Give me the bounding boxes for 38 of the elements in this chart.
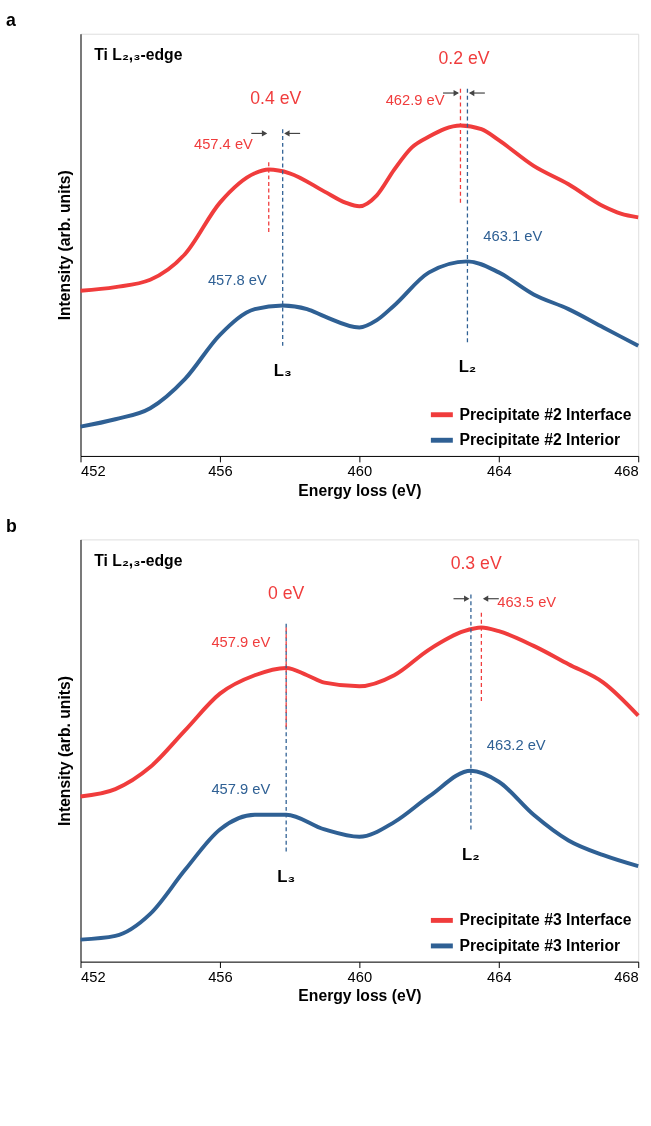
x-tick-label: 460: [347, 463, 373, 480]
annotation: L₃: [273, 361, 292, 381]
annotation: 0.4 eV: [250, 88, 302, 109]
annotation: L₂: [458, 357, 477, 377]
series-label: 457.9 eV: [211, 634, 271, 651]
x-tick-label: 456: [208, 463, 233, 480]
x-tick-label: 456: [208, 968, 233, 985]
chart-title: a: [5, 9, 16, 30]
legend-label: Precipitate #3 Interior: [459, 936, 621, 954]
series-label: 457.8 eV: [207, 272, 268, 289]
series-label: 463.1 eV: [483, 227, 543, 244]
y-axis-title: Intensity (arb. units): [56, 170, 74, 321]
text: 0.3 eV: [450, 553, 502, 574]
x-tick-label: 452: [81, 463, 106, 480]
series-label: 463.2 eV: [486, 737, 546, 754]
x-tick-label: 464: [487, 463, 512, 480]
legend-label: Precipitate #2 Interior: [459, 431, 621, 449]
series-label: 462.9 eV: [385, 92, 445, 109]
x-tick-label: 464: [487, 968, 512, 985]
series-label: 463.5 eV: [497, 594, 557, 611]
chart-title: b: [5, 515, 17, 536]
x-axis-title: Energy loss (eV): [298, 481, 422, 499]
x-tick-label: 452: [81, 968, 106, 985]
text: Ti L₂,₃-edge: [94, 46, 183, 64]
legend-label: Precipitate #2 Interface: [459, 405, 632, 423]
x-tick-label: 468: [614, 463, 639, 480]
x-axis-title: Energy loss (eV): [298, 987, 422, 1005]
annotation: 0 eV: [268, 582, 305, 603]
annotation: L₃: [277, 866, 296, 886]
x-tick-label: 468: [614, 968, 639, 985]
text: 0.2 eV: [438, 47, 490, 68]
y-axis-title: Intensity (arb. units): [56, 675, 74, 827]
legend-label: Precipitate #3 Interface: [459, 911, 632, 929]
annotation: L₂: [462, 844, 480, 864]
series-label: 457.4 eV: [193, 136, 254, 153]
text: Ti L₂,₃-edge: [94, 551, 183, 569]
series-label: 457.9 eV: [211, 781, 271, 798]
x-tick-label: 460: [347, 968, 373, 985]
